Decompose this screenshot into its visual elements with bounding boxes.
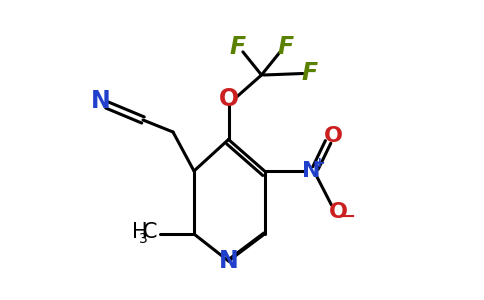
Text: +: + (314, 156, 325, 170)
Text: O: O (329, 202, 348, 221)
Text: 3: 3 (139, 232, 148, 246)
Text: F: F (229, 34, 245, 58)
Text: F: F (277, 34, 294, 58)
Text: N: N (302, 161, 320, 181)
Text: C: C (143, 223, 157, 242)
Text: N: N (91, 89, 110, 113)
Text: F: F (302, 61, 318, 85)
Text: −: − (340, 208, 355, 226)
Text: N: N (219, 249, 239, 273)
Text: O: O (324, 127, 343, 146)
Text: H: H (132, 223, 148, 242)
Text: O: O (218, 87, 239, 111)
